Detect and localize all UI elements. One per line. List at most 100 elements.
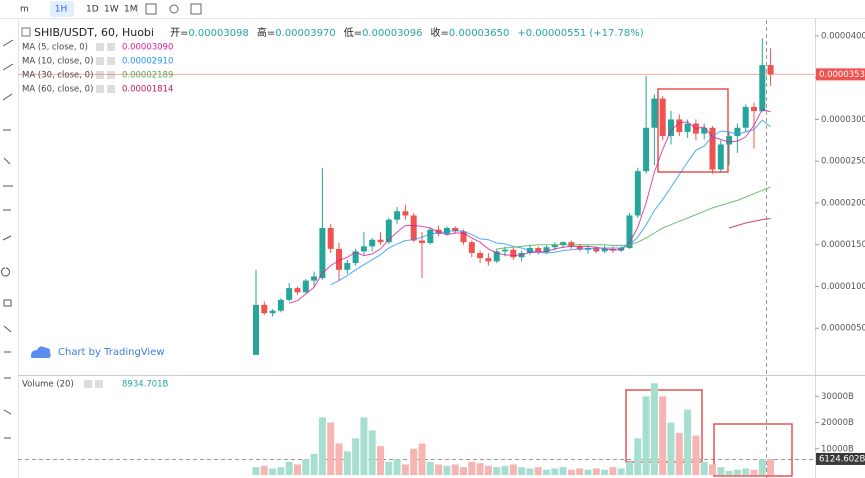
volume-bar (426, 461, 434, 475)
last-price-tag (816, 68, 865, 81)
candle-body (468, 242, 475, 254)
sidebar-icons (1, 39, 14, 439)
volume-bar (277, 467, 285, 475)
candle-body (751, 106, 757, 112)
legend-icon (107, 57, 115, 65)
volume-bar (318, 417, 326, 475)
stat-value: 0.00003650 (449, 28, 509, 39)
volume-bar (609, 467, 617, 475)
volume-bar (484, 465, 492, 475)
icon (190, 3, 202, 15)
collapse-icon[interactable] (21, 27, 31, 37)
volume-bar (352, 438, 360, 475)
last-volume-tag (816, 452, 865, 465)
candle-body (377, 239, 384, 243)
volume-bar (709, 464, 716, 475)
candle-body (344, 263, 351, 270)
legend-icon (107, 71, 115, 79)
volume-bar (393, 459, 401, 475)
volume-bar (650, 383, 658, 475)
ma-line (496, 186, 771, 250)
candle-body (767, 65, 774, 75)
candle-body (676, 119, 683, 132)
ma-legend-name: MA (5, close, 0) (22, 43, 88, 53)
volume-bar (501, 465, 509, 475)
volume-bar (360, 417, 368, 475)
volume-bar (758, 459, 766, 475)
volume-bar (302, 459, 310, 475)
candle-body (485, 258, 492, 262)
candle-body (394, 211, 401, 220)
volume-bar (634, 438, 642, 475)
interval-button[interactable]: 1D (86, 5, 99, 15)
volume-bar (725, 471, 733, 475)
candle-body (502, 249, 508, 252)
candle-body (734, 127, 741, 137)
candle-body (742, 106, 749, 128)
volume-bar (476, 463, 484, 475)
volume-bar (717, 467, 725, 475)
candle-body (360, 246, 367, 252)
volume-bar (460, 467, 467, 475)
volume-bar (534, 467, 542, 475)
stat-value: 0.00003970 (275, 28, 335, 39)
candle-body (385, 219, 392, 243)
y-tick-label: 30000B (821, 392, 854, 402)
volume-bar (493, 467, 501, 475)
legend-icon (96, 85, 104, 93)
y-tick-label: 0.00004000 (821, 31, 865, 41)
ma-line (289, 108, 771, 304)
ma-legend-value: 0.00001814 (122, 85, 173, 95)
volume-bar (675, 433, 683, 475)
ma-legend-value: 0.00003090 (122, 43, 173, 53)
candle-body (535, 248, 542, 253)
interval-button[interactable]: m (20, 5, 29, 15)
volume-bar (327, 422, 335, 475)
candle-body (352, 251, 359, 264)
stat-label: 高= (257, 26, 275, 39)
candle-body (419, 240, 425, 244)
candle-body (709, 127, 716, 170)
candle-body (286, 288, 293, 300)
interval-button[interactable]: 1W (104, 5, 119, 15)
ma-legend-name: MA (60, close, 0) (22, 85, 93, 95)
candle-body (651, 98, 658, 128)
tool-glyphs (1, 39, 14, 439)
volume-bar (642, 396, 650, 475)
candle-body (269, 310, 276, 314)
volume-legend-value: 8934.701B (122, 380, 169, 390)
volume-bar (667, 422, 675, 475)
volume-bar (509, 464, 517, 475)
interval-button[interactable]: 1H (55, 5, 68, 15)
volume-bar (733, 469, 741, 475)
candle-body (369, 239, 376, 247)
candle-body (560, 242, 567, 245)
volume-bar (576, 468, 584, 475)
candle-body (319, 227, 326, 279)
legend-icon (107, 43, 115, 51)
candle-body (510, 249, 517, 258)
volume-bar (368, 430, 376, 475)
candle-body (634, 171, 641, 216)
volume-bar (559, 467, 567, 475)
stat-label: 收= (431, 26, 449, 39)
candle-body (302, 280, 309, 293)
candle-body (327, 227, 334, 249)
volume-bar (526, 468, 534, 475)
volume-bar (260, 465, 268, 475)
candle-body (684, 123, 691, 132)
volume-bar (401, 464, 409, 475)
interval-button[interactable]: 1M (124, 5, 138, 15)
volume-bar (584, 469, 592, 475)
volume-bar (567, 469, 575, 475)
candle-body (759, 65, 766, 112)
volume-bar (543, 469, 550, 475)
legend-icon (96, 71, 104, 79)
volume-bar (310, 454, 318, 475)
volume-bar (451, 464, 459, 475)
candle-body (576, 246, 583, 250)
toolbar-icons (137, 3, 202, 15)
